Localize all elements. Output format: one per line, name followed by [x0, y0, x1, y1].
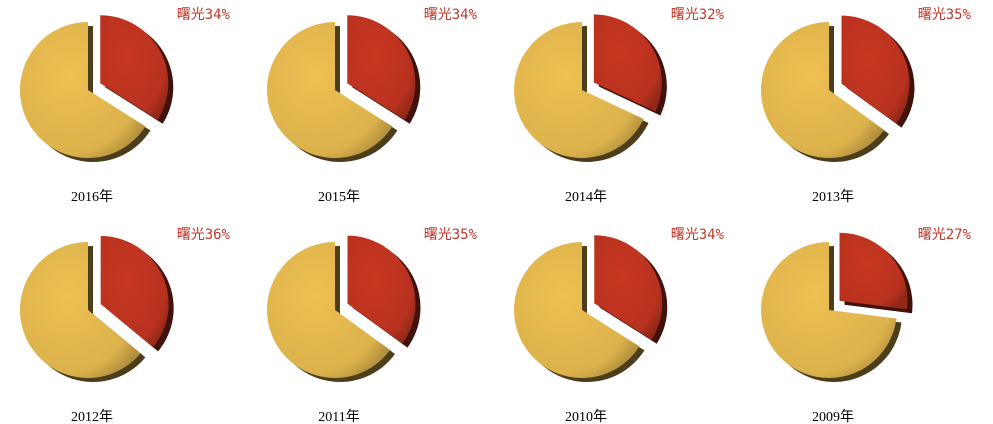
pie-title: 2015年 — [318, 189, 360, 205]
value-label: 曙光27% — [918, 227, 972, 243]
slice — [593, 14, 662, 112]
pie-title: 2014年 — [565, 189, 607, 205]
slice — [19, 22, 146, 159]
value-label: 曙光36% — [177, 227, 231, 243]
pie-title: 2013年 — [812, 189, 854, 205]
slice — [594, 235, 663, 340]
slice — [347, 15, 416, 120]
slice — [839, 232, 908, 310]
value-label: 曙光35% — [918, 7, 972, 23]
pie-title: 2016年 — [71, 189, 113, 205]
value-label: 曙光34% — [177, 7, 231, 23]
slice — [19, 242, 141, 379]
pie-title: 2009年 — [812, 409, 854, 424]
pie-title: 2010年 — [565, 409, 607, 424]
slice — [841, 15, 910, 124]
slice — [514, 21, 644, 158]
value-label: 曙光34% — [424, 7, 478, 23]
slice — [761, 242, 897, 379]
slice — [347, 235, 416, 344]
value-label: 曙光35% — [424, 227, 478, 243]
slice — [100, 236, 169, 348]
value-label: 曙光34% — [671, 227, 725, 243]
pie-title: 2011年 — [318, 409, 359, 424]
slice — [514, 242, 640, 378]
slice — [267, 22, 393, 158]
slice — [267, 242, 391, 378]
value-label: 曙光32% — [671, 7, 725, 23]
pie-title: 2012年 — [71, 409, 113, 424]
slice — [761, 22, 885, 158]
slice — [100, 15, 169, 120]
